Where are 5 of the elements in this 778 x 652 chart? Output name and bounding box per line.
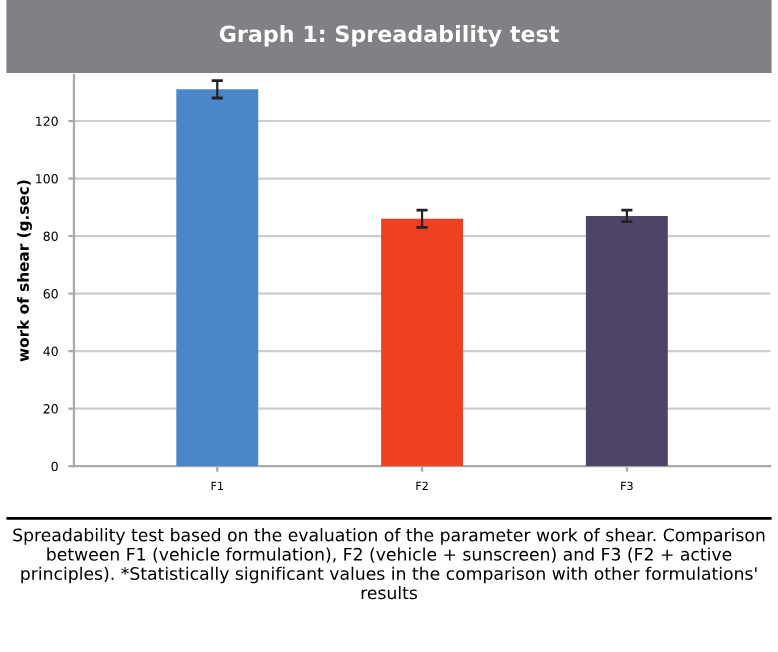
text: Spreadability test based on the evaluation of the parameter work of shear. Comparison between F1 (vehicle formulation), F2 (vehicle + sunscreen) and F3 (F2 + active principles). *Statistically significant values in the comparison with other formulations' results [13, 528, 765, 600]
bar [585, 215, 668, 467]
bar [381, 218, 464, 467]
bar [176, 89, 259, 467]
chart-title: Graph 1: Spreadability test [219, 25, 559, 47]
